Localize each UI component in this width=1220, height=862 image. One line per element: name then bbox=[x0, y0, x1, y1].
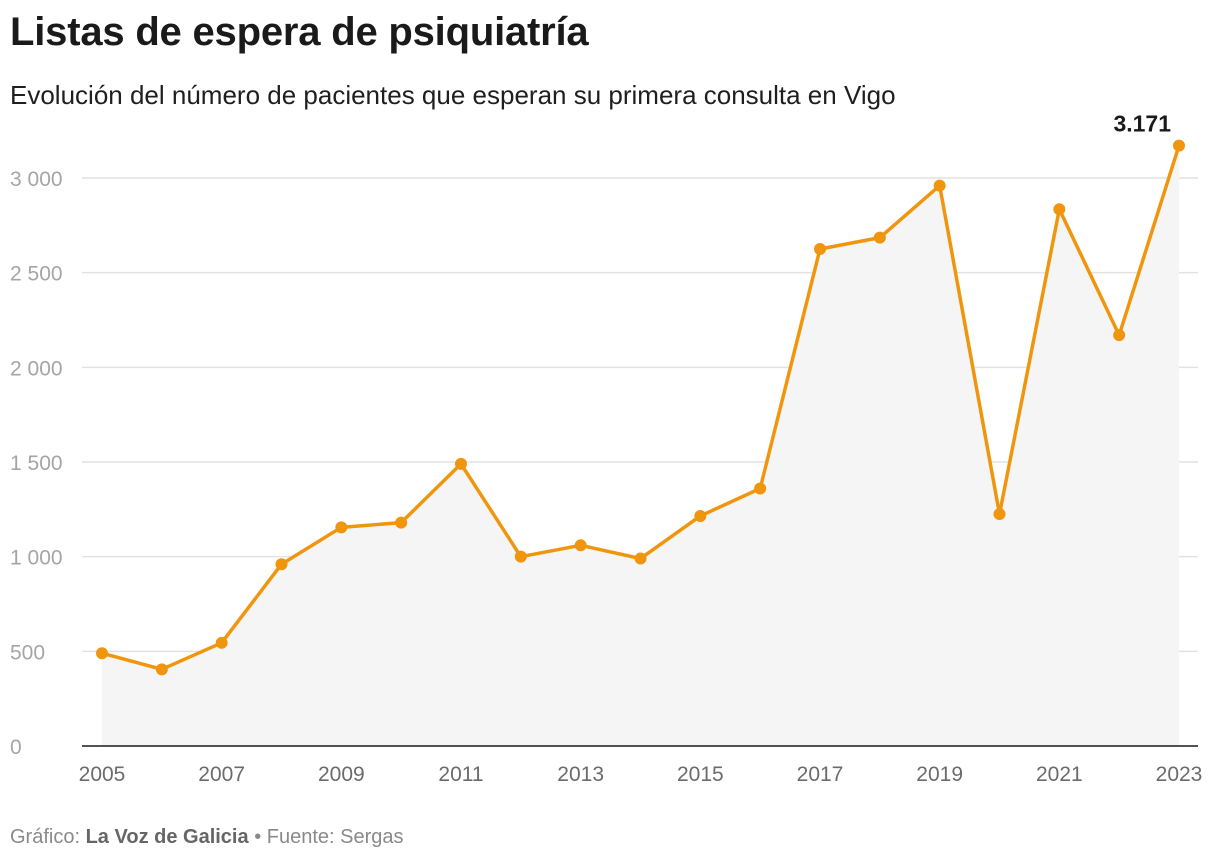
x-tick-label: 2021 bbox=[1036, 763, 1083, 786]
data-points bbox=[96, 139, 1185, 676]
data-point bbox=[634, 552, 647, 565]
data-point bbox=[335, 521, 348, 534]
data-point bbox=[694, 509, 707, 522]
y-tick-label: 1 000 bbox=[10, 547, 63, 570]
chart-footer: Gráfico: La Voz de Galicia • Fuente: Ser… bbox=[10, 826, 404, 849]
y-tick-label: 2 000 bbox=[10, 357, 63, 380]
data-point bbox=[1053, 203, 1066, 216]
chart-title: Listas de espera de psiquiatría bbox=[10, 10, 589, 54]
data-point bbox=[1173, 139, 1185, 152]
x-tick-label: 2013 bbox=[557, 763, 604, 786]
data-label-last: 3.171 bbox=[1113, 111, 1171, 137]
data-point bbox=[275, 558, 288, 571]
data-point bbox=[155, 663, 168, 676]
data-point bbox=[215, 636, 228, 649]
x-tick-label: 2009 bbox=[318, 763, 365, 786]
x-tick-label: 2011 bbox=[438, 763, 483, 786]
x-tick-label: 2015 bbox=[677, 763, 724, 786]
x-tick-label: 2023 bbox=[1156, 763, 1203, 786]
data-point bbox=[395, 516, 408, 529]
y-tick-label: 0 bbox=[10, 736, 22, 759]
data-point bbox=[754, 482, 767, 495]
data-point bbox=[933, 179, 946, 192]
y-tick-label: 500 bbox=[10, 641, 45, 664]
chart-subtitle: Evolución del número de pacientes que es… bbox=[10, 80, 896, 110]
x-tick-label: 2007 bbox=[198, 763, 245, 786]
data-point bbox=[993, 508, 1006, 521]
area-fill-layer bbox=[102, 145, 1179, 746]
x-tick-label: 2005 bbox=[79, 763, 126, 786]
data-point bbox=[514, 550, 527, 563]
y-tick-label: 2 500 bbox=[10, 263, 63, 286]
data-point bbox=[574, 539, 587, 552]
y-axis-ticks: 0 500 1 000 1 500 2 000 2 500 3 000 bbox=[10, 168, 63, 759]
x-tick-label: 2017 bbox=[797, 763, 844, 786]
area-fill bbox=[102, 145, 1179, 746]
data-point bbox=[455, 457, 467, 470]
data-point bbox=[96, 647, 108, 660]
y-tick-label: 3 000 bbox=[10, 168, 63, 191]
footer-separator: • bbox=[254, 826, 262, 848]
annotation-layer: 3.171 bbox=[1113, 111, 1171, 137]
footer-author: La Voz de Galicia bbox=[85, 826, 249, 848]
data-point bbox=[873, 231, 886, 244]
y-tick-label: 1 500 bbox=[10, 452, 63, 475]
x-tick-label: 2019 bbox=[916, 763, 963, 786]
footer-source: Fuente: Sergas bbox=[266, 826, 404, 848]
data-point bbox=[814, 243, 826, 255]
footer-prefix: Gráfico: bbox=[10, 826, 81, 848]
x-axis-ticks: 2005 2007 2009 2011 2013 2015 2017 2019 2021 2023 bbox=[79, 763, 1203, 786]
data-point bbox=[1113, 329, 1126, 342]
